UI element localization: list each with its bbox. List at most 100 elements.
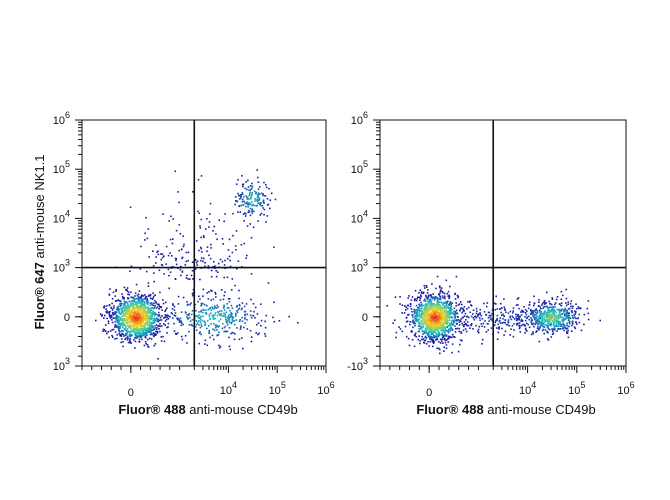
event-dot (420, 305, 423, 307)
event-dot (128, 326, 130, 328)
event-dot (151, 298, 154, 300)
event-dot (455, 275, 458, 278)
event-dot (552, 315, 554, 317)
event-dot (501, 314, 503, 316)
event-dot (423, 313, 426, 315)
event-dot (144, 331, 147, 333)
event-dot (504, 330, 507, 333)
event-dot (208, 313, 211, 316)
event-dot (227, 314, 230, 317)
event-dot (172, 238, 174, 240)
event-dot (422, 324, 425, 327)
event-dot (136, 309, 138, 311)
event-dot (437, 332, 440, 335)
event-dot (145, 295, 147, 298)
event-dot (463, 323, 466, 326)
event-dot (209, 317, 211, 320)
event-dot (499, 317, 501, 319)
event-dot (535, 321, 538, 323)
event-dot (200, 175, 203, 177)
event-dot (186, 274, 188, 277)
event-dot (550, 323, 552, 326)
event-dot (512, 335, 515, 338)
event-dot (125, 313, 128, 315)
event-dot (555, 323, 558, 325)
event-dot (122, 306, 124, 309)
event-dot (479, 313, 481, 316)
event-dot (238, 320, 241, 323)
event-dot (152, 332, 155, 334)
event-dot (516, 322, 519, 325)
event-dot (123, 310, 125, 313)
event-dot (447, 300, 449, 303)
event-dot (145, 323, 147, 326)
event-dot (246, 313, 248, 316)
event-dot (150, 315, 153, 317)
event-dot (524, 332, 526, 334)
event-dot (409, 305, 412, 308)
event-dot (411, 338, 414, 341)
event-dot (123, 322, 125, 325)
event-dot (405, 335, 408, 338)
event-dot (120, 333, 123, 336)
event-dot (219, 310, 221, 312)
event-dot (140, 314, 142, 317)
event-dot (503, 306, 506, 308)
event-dot (255, 205, 257, 207)
event-dot (150, 329, 153, 332)
event-dot (564, 314, 566, 316)
event-dot (551, 308, 553, 311)
event-dot (434, 328, 436, 331)
left-x-axis-title: Fluor® 488 anti-mouse CD49b (118, 402, 297, 417)
event-dot (483, 311, 486, 313)
event-dot (429, 341, 432, 343)
x-tick-label: 105 (568, 380, 585, 397)
event-dot (224, 317, 227, 319)
event-dot (543, 319, 546, 322)
event-dot (444, 319, 447, 322)
event-dot (434, 303, 437, 306)
event-dot (127, 311, 129, 313)
event-dot (123, 305, 125, 307)
event-dot (546, 291, 548, 294)
event-dot (552, 311, 555, 313)
event-dot (574, 311, 577, 314)
event-dot (127, 291, 130, 293)
event-dot (127, 320, 129, 323)
event-dot (428, 330, 430, 332)
event-dot (430, 295, 433, 297)
event-dot (423, 311, 426, 313)
event-dot (567, 329, 569, 332)
event-dot (249, 185, 252, 187)
event-dot (415, 335, 418, 338)
event-dot (532, 304, 535, 307)
event-dot (464, 312, 467, 315)
event-dot (144, 319, 146, 321)
event-dot (572, 316, 574, 319)
event-dot (166, 316, 169, 318)
event-dot (414, 335, 416, 337)
y-tick-label: 103 (351, 258, 368, 275)
event-dot (225, 321, 228, 323)
event-dot (543, 305, 545, 308)
event-dot (430, 305, 432, 308)
event-dot (145, 327, 148, 330)
event-dot (457, 350, 460, 353)
event-dot (173, 309, 176, 312)
event-dot (139, 332, 142, 334)
event-dot (224, 291, 226, 293)
event-dot (469, 311, 471, 314)
event-dot (146, 328, 149, 331)
event-dot (152, 292, 154, 294)
right-plot-events (386, 275, 601, 355)
event-dot (148, 325, 151, 327)
event-dot (468, 316, 470, 319)
event-dot (406, 307, 409, 310)
event-dot (140, 295, 143, 297)
event-dot (213, 261, 215, 263)
event-dot (536, 312, 538, 314)
event-dot (121, 315, 124, 318)
event-dot (426, 286, 428, 288)
event-dot (431, 321, 433, 323)
event-dot (106, 312, 108, 314)
